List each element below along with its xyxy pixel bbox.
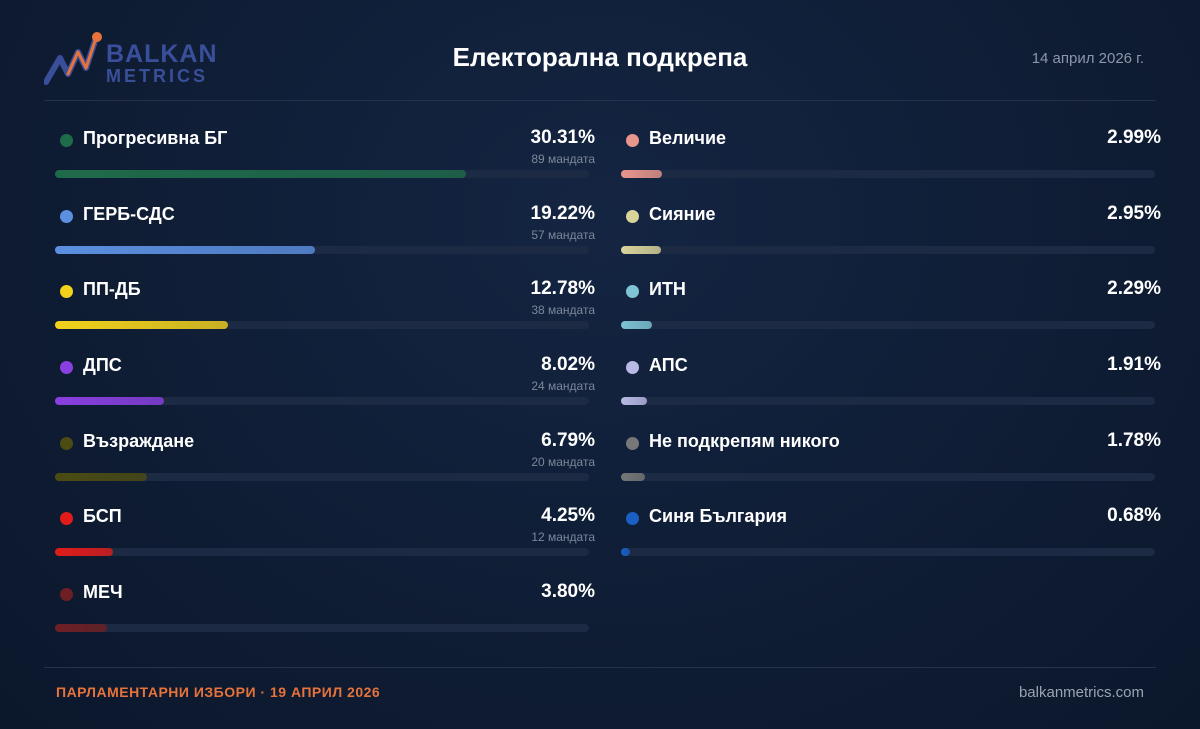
page-title: Електорална подкрепа <box>452 42 748 72</box>
bar-fill <box>55 321 229 330</box>
bar-track <box>621 472 1155 481</box>
party-row: ПП-ДБ 12.78% 38 мандата <box>55 266 595 342</box>
party-name: Възраждане <box>83 430 195 451</box>
party-row: Сияние 2.95% <box>621 191 1161 267</box>
party-row: Синя България 0.68% <box>621 493 1161 569</box>
bar-fill <box>55 170 466 178</box>
party-row: Не подкрепям никого 1.78% <box>621 418 1161 494</box>
party-name: Сияние <box>649 203 716 224</box>
party-column-left: Прогресивна БГ 30.31% 89 мандата ГЕРБ-СДС 19… <box>55 115 595 645</box>
bar-fill <box>55 624 107 633</box>
bar-track <box>621 245 1155 254</box>
header-divider <box>44 100 1156 101</box>
party-name: ПП-ДБ <box>83 279 141 300</box>
party-percentage: 8.02% <box>541 354 595 376</box>
party-name: МЕЧ <box>83 582 123 603</box>
bar-track <box>55 472 589 481</box>
party-row: ГЕРБ-СДС 19.22% 57 мандата <box>55 191 595 267</box>
bar-fill <box>55 397 164 406</box>
bar-fill <box>55 245 316 254</box>
balkan-metrics-logo: BALKAN METRICS <box>44 28 244 88</box>
header: BALKAN METRICS Електорална подкрепа 14 а… <box>44 28 1156 100</box>
party-name: Прогресивна БГ <box>83 128 228 148</box>
bar-track <box>55 397 589 406</box>
bar-track <box>621 170 1155 178</box>
party-seats: 57 мандата <box>531 227 595 242</box>
party-seats: 38 мандата <box>531 303 595 318</box>
party-row: Величие 2.99% <box>621 115 1161 191</box>
party-name: ГЕРБ-СДС <box>83 203 175 224</box>
party-percentage: 0.68% <box>1107 505 1161 527</box>
party-percentage: 1.78% <box>1107 429 1161 451</box>
party-color-dot <box>60 512 73 526</box>
party-percentage: 12.78% <box>530 278 595 300</box>
party-row: ДПС 8.02% 24 мандата <box>55 342 595 418</box>
party-row: Възраждане 6.79% 20 мандата <box>55 418 595 494</box>
bar-fill <box>621 472 646 481</box>
bar-track <box>55 170 589 178</box>
logo-chart-icon <box>44 32 102 85</box>
bar-track <box>621 548 1155 557</box>
party-color-dot <box>626 209 639 223</box>
bar-fill <box>621 397 647 406</box>
party-color-dot <box>626 512 639 526</box>
party-color-dot <box>60 436 73 450</box>
party-color-dot <box>60 209 73 223</box>
party-percentage: 2.95% <box>1107 202 1161 224</box>
bar-track <box>621 397 1155 406</box>
party-seats: 20 мандата <box>531 454 595 469</box>
party-color-dot <box>626 285 639 299</box>
party-name: БСП <box>83 506 122 527</box>
logo-word-metrics: METRICS <box>106 66 208 86</box>
party-color-dot <box>626 436 639 450</box>
bar-track <box>55 321 589 330</box>
party-color-dot <box>626 134 639 147</box>
party-seats: 24 мандата <box>531 379 595 394</box>
party-row: МЕЧ 3.80% <box>55 569 595 645</box>
party-name: АПС <box>649 355 688 376</box>
bar-fill <box>621 245 661 254</box>
bar-track <box>621 321 1155 330</box>
bar-fill <box>621 548 631 557</box>
bar-fill <box>621 321 653 330</box>
footer-divider <box>44 667 1156 668</box>
party-row: АПС 1.91% <box>621 342 1161 418</box>
party-seats: 12 мандата <box>531 530 595 545</box>
party-percentage: 2.29% <box>1107 278 1161 300</box>
party-name: Синя България <box>649 506 788 527</box>
party-percentage: 3.80% <box>541 581 595 603</box>
party-column-right: Величие 2.99% Сияние 2.95% ИТН 2.29% АПС 1.91% Н… <box>621 115 1161 569</box>
bar-track <box>55 548 589 557</box>
party-color-dot <box>60 361 73 375</box>
party-name: Не подкрепям никого <box>649 430 840 451</box>
party-percentage: 4.25% <box>541 505 595 527</box>
party-name: ДПС <box>83 355 122 376</box>
bar-fill <box>55 548 113 557</box>
bar-track <box>55 624 589 633</box>
party-percentage: 30.31% <box>530 127 595 148</box>
election-label: ПАРЛАМЕНТАРНИ ИЗБОРИ · 19 АПРИЛ 2026 <box>56 684 381 700</box>
bar-fill <box>621 170 662 178</box>
party-row: Прогресивна БГ 30.31% 89 мандата <box>55 115 595 191</box>
website-link[interactable]: balkanmetrics.com <box>1018 684 1144 701</box>
party-percentage: 1.91% <box>1107 354 1161 376</box>
party-percentage: 19.22% <box>530 202 595 224</box>
party-name: ИТН <box>649 279 686 300</box>
party-percentage: 2.99% <box>1107 127 1161 148</box>
party-row: БСП 4.25% 12 мандата <box>55 493 595 569</box>
party-row: ИТН 2.29% <box>621 266 1161 342</box>
party-color-dot <box>60 285 73 299</box>
party-color-dot <box>60 588 73 602</box>
party-name: Величие <box>649 128 727 148</box>
report-date: 14 април 2026 г. <box>1031 50 1144 67</box>
party-percentage: 6.79% <box>541 429 595 451</box>
bar-fill <box>55 472 148 481</box>
party-seats: 89 мандата <box>531 152 595 166</box>
party-color-dot <box>626 361 639 375</box>
bar-track <box>55 245 589 254</box>
logo-word-balkan: BALKAN <box>106 40 218 68</box>
party-color-dot <box>60 134 73 147</box>
